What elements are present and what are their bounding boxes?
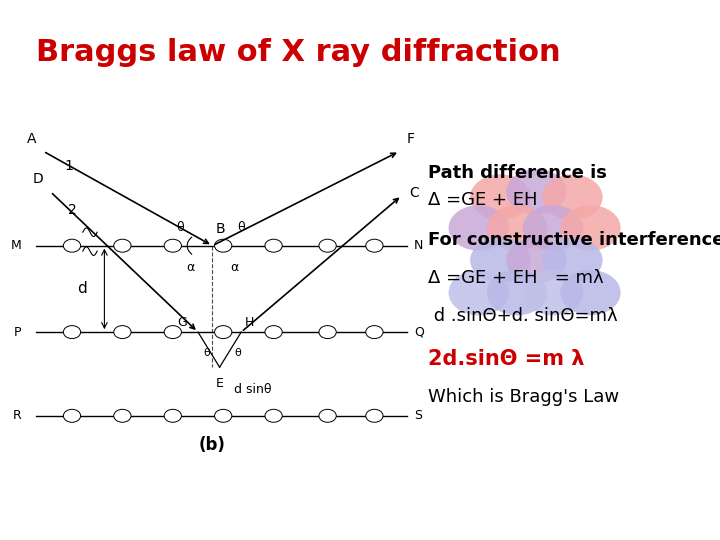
Circle shape bbox=[114, 409, 131, 422]
Text: H: H bbox=[245, 316, 254, 329]
Circle shape bbox=[366, 326, 383, 339]
Circle shape bbox=[265, 326, 282, 339]
Circle shape bbox=[265, 409, 282, 422]
Circle shape bbox=[164, 409, 181, 422]
Circle shape bbox=[560, 270, 621, 315]
Circle shape bbox=[470, 174, 531, 220]
Text: Braggs law of X ray diffraction: Braggs law of X ray diffraction bbox=[36, 38, 561, 67]
Circle shape bbox=[319, 326, 336, 339]
Circle shape bbox=[63, 409, 81, 422]
Circle shape bbox=[366, 409, 383, 422]
Circle shape bbox=[164, 239, 181, 252]
Circle shape bbox=[215, 326, 232, 339]
Circle shape bbox=[523, 205, 583, 251]
Text: A: A bbox=[27, 132, 36, 146]
Circle shape bbox=[215, 239, 232, 252]
Text: 1: 1 bbox=[65, 159, 73, 173]
Text: G: G bbox=[177, 316, 187, 329]
Circle shape bbox=[542, 238, 603, 283]
Circle shape bbox=[449, 270, 509, 315]
Text: α: α bbox=[230, 261, 238, 274]
Text: E: E bbox=[216, 377, 223, 390]
Circle shape bbox=[506, 238, 567, 283]
Text: θ: θ bbox=[234, 348, 241, 359]
Circle shape bbox=[63, 239, 81, 252]
Circle shape bbox=[265, 239, 282, 252]
Text: S: S bbox=[414, 409, 422, 422]
Text: α: α bbox=[186, 261, 195, 274]
Text: 2: 2 bbox=[68, 202, 77, 217]
Text: θ: θ bbox=[203, 348, 210, 359]
Circle shape bbox=[542, 174, 603, 220]
Text: M: M bbox=[11, 239, 22, 252]
Text: 2d.sinΘ =m λ: 2d.sinΘ =m λ bbox=[428, 349, 585, 369]
Text: Δ =GE + EH: Δ =GE + EH bbox=[428, 191, 538, 209]
Circle shape bbox=[215, 409, 232, 422]
Circle shape bbox=[506, 169, 567, 214]
Circle shape bbox=[319, 409, 336, 422]
Text: P: P bbox=[14, 326, 22, 339]
Circle shape bbox=[114, 326, 131, 339]
Circle shape bbox=[487, 205, 547, 251]
Circle shape bbox=[523, 270, 583, 315]
Circle shape bbox=[164, 326, 181, 339]
Text: For constructive interference: For constructive interference bbox=[428, 231, 720, 249]
Circle shape bbox=[114, 239, 131, 252]
Text: B: B bbox=[216, 222, 225, 236]
Circle shape bbox=[366, 239, 383, 252]
Text: θ: θ bbox=[238, 221, 245, 234]
Text: N: N bbox=[414, 239, 423, 252]
Text: F: F bbox=[407, 132, 415, 146]
Circle shape bbox=[560, 205, 621, 251]
Circle shape bbox=[319, 239, 336, 252]
Text: Q: Q bbox=[414, 326, 424, 339]
Text: d sinθ: d sinθ bbox=[234, 383, 271, 396]
Text: Path difference is: Path difference is bbox=[428, 164, 607, 182]
Text: D: D bbox=[32, 172, 43, 186]
Circle shape bbox=[449, 205, 509, 251]
Text: d .sinΘ+d. sinΘ=mλ: d .sinΘ+d. sinΘ=mλ bbox=[428, 307, 618, 325]
Circle shape bbox=[63, 326, 81, 339]
Text: (b): (b) bbox=[199, 436, 226, 455]
Text: C: C bbox=[409, 186, 419, 200]
Circle shape bbox=[470, 238, 531, 283]
Text: R: R bbox=[13, 409, 22, 422]
Text: Which is Bragg's Law: Which is Bragg's Law bbox=[428, 388, 619, 406]
Text: Δ =GE + EH   = mλ: Δ =GE + EH = mλ bbox=[428, 269, 604, 287]
Text: d: d bbox=[76, 281, 86, 296]
Text: θ: θ bbox=[176, 221, 184, 234]
Circle shape bbox=[487, 270, 547, 315]
